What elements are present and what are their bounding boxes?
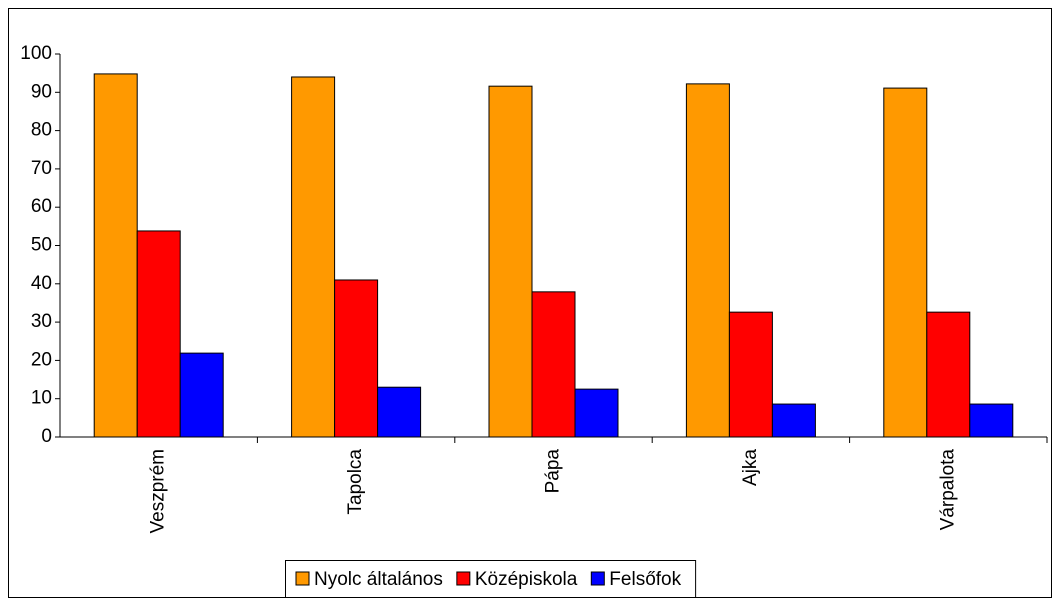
legend-label: Középiskola — [475, 569, 578, 590]
bar — [531, 291, 576, 438]
legend-swatch — [456, 571, 471, 586]
y-tick-label: 70 — [31, 158, 52, 179]
bar — [926, 311, 971, 438]
legend-swatch — [295, 571, 310, 586]
y-tick-label: 60 — [31, 196, 52, 217]
legend-swatch — [590, 571, 605, 586]
bar — [291, 76, 336, 438]
y-tick-label: 100 — [20, 43, 52, 64]
y-tick-label: 30 — [31, 311, 52, 332]
y-tick-label: 50 — [31, 235, 52, 256]
bar — [969, 403, 1014, 438]
x-tick-label: Ajka — [740, 449, 761, 486]
bar — [771, 403, 816, 438]
legend-label: Nyolc általános — [314, 569, 443, 590]
x-tick-label: Várpalota — [937, 449, 958, 531]
bar — [574, 388, 619, 438]
x-tick-label: Veszprém — [148, 449, 169, 533]
x-tick-label: Pápa — [543, 449, 564, 494]
bar — [883, 87, 928, 438]
bar — [488, 85, 533, 438]
bar — [179, 352, 224, 438]
bar — [136, 230, 181, 438]
bar — [685, 83, 730, 438]
y-tick-label: 80 — [31, 120, 52, 141]
x-tick-label: Tapolca — [345, 449, 366, 515]
bar — [728, 311, 773, 438]
y-tick-label: 40 — [31, 273, 52, 294]
legend: Nyolc általános Középiskola Felsőfok — [285, 560, 697, 598]
bar — [334, 279, 379, 438]
bar — [93, 73, 138, 438]
y-tick-label: 90 — [31, 81, 52, 102]
legend-box — [285, 560, 697, 598]
y-tick-label: 0 — [41, 426, 52, 447]
bar — [377, 386, 422, 438]
y-tick-label: 10 — [31, 388, 52, 409]
y-tick-label: 20 — [31, 349, 52, 370]
legend-label: Felsőfok — [609, 569, 681, 590]
